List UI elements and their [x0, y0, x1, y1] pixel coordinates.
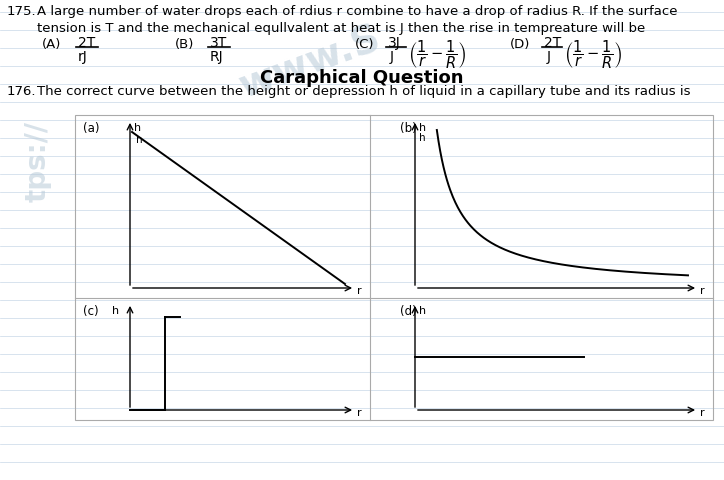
Bar	[75, 116, 713, 420]
Text: r: r	[357, 286, 361, 295]
Text: 2T: 2T	[78, 36, 96, 50]
Text: J: J	[547, 50, 551, 64]
Text: h: h	[419, 133, 426, 143]
Text: www.S: www.S	[234, 20, 386, 106]
Text: (b): (b)	[400, 122, 417, 135]
Text: r: r	[700, 407, 704, 417]
Text: h: h	[419, 305, 426, 315]
Text: h: h	[136, 135, 143, 144]
Text: 3J: 3J	[388, 36, 401, 50]
Text: rJ: rJ	[78, 50, 88, 64]
Text: J: J	[390, 50, 394, 64]
Text: 175.: 175.	[7, 5, 37, 18]
Text: (d): (d)	[400, 304, 417, 317]
Text: $\left(\dfrac{1}{r}-\dfrac{1}{R}\right)$: $\left(\dfrac{1}{r}-\dfrac{1}{R}\right)$	[408, 38, 466, 71]
Text: (a): (a)	[83, 122, 99, 135]
Text: 3T: 3T	[210, 36, 227, 50]
Text: A large number of water drops each of rdius r combine to have a drop of radius R: A large number of water drops each of rd…	[37, 5, 678, 18]
Text: tps://: tps://	[24, 120, 52, 201]
Text: h: h	[112, 305, 119, 315]
Text: Caraphical Question: Caraphical Question	[260, 69, 464, 87]
Text: 176.: 176.	[7, 85, 36, 98]
Text: r: r	[700, 286, 704, 295]
Text: (C): (C)	[355, 38, 374, 51]
Text: tension is T and the mechanical equllvalent at heat is J then the rise in tempre: tension is T and the mechanical equllval…	[37, 22, 645, 35]
Text: The correct curve between the height or depression h of liquid in a capillary tu: The correct curve between the height or …	[37, 85, 691, 98]
Text: (B): (B)	[175, 38, 194, 51]
Text: h: h	[419, 123, 426, 133]
Text: (c): (c)	[83, 304, 98, 317]
Text: $\left(\dfrac{1}{r}-\dfrac{1}{R}\right)$: $\left(\dfrac{1}{r}-\dfrac{1}{R}\right)$	[564, 38, 623, 71]
Text: 2T: 2T	[544, 36, 561, 50]
Text: h: h	[134, 123, 141, 133]
Text: (D): (D)	[510, 38, 531, 51]
Text: (A): (A)	[42, 38, 62, 51]
Text: RJ: RJ	[210, 50, 224, 64]
Text: r: r	[357, 407, 361, 417]
